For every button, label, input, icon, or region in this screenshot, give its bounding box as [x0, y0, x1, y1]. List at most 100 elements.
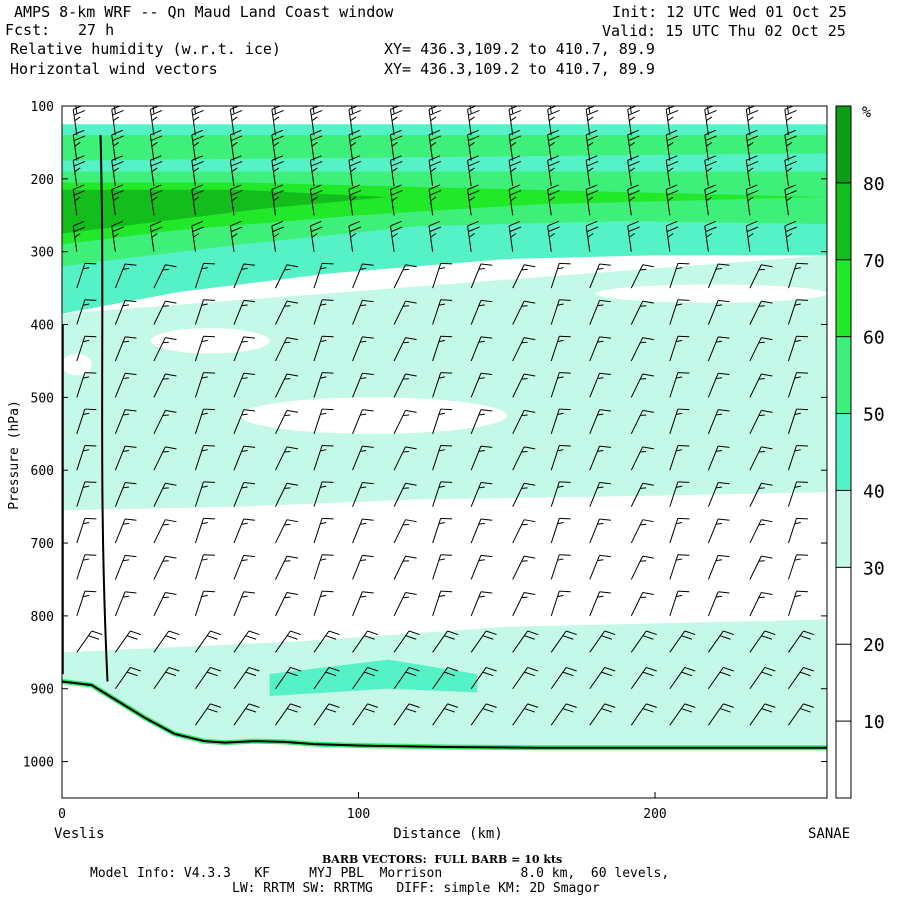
barb-feather — [112, 83, 123, 88]
wind-barb — [393, 300, 417, 325]
rh-fill-layer — [62, 124, 827, 748]
wind-barb — [787, 408, 808, 434]
barb-feather — [510, 89, 521, 94]
wind-barb — [784, 155, 797, 187]
wind-barb — [313, 262, 334, 289]
wind-barb — [229, 129, 243, 161]
barb-staff — [271, 134, 276, 161]
barb-feather — [73, 129, 85, 136]
barb-feather — [677, 299, 690, 301]
wind-barb — [512, 409, 536, 435]
barb-feather — [272, 160, 284, 167]
barb-feather — [88, 635, 100, 640]
wind-barb — [469, 106, 472, 114]
barb-staff — [470, 591, 482, 617]
barb-feather — [113, 167, 120, 173]
barb-staff — [233, 263, 245, 289]
barb-feather — [559, 372, 571, 374]
barb-feather — [430, 196, 437, 202]
barb-feather — [440, 444, 453, 447]
barb-staff — [275, 703, 291, 726]
barb-feather — [151, 116, 158, 122]
barb-feather — [290, 666, 302, 672]
barb-feather — [230, 220, 242, 227]
barb-staff — [470, 263, 482, 289]
barb-staff — [275, 410, 288, 435]
barb-staff — [195, 667, 211, 690]
barb-staff — [550, 518, 560, 544]
barb-staff — [352, 591, 363, 617]
barb-feather — [405, 635, 417, 640]
barb-feather — [273, 142, 280, 147]
wind-barb — [313, 372, 334, 398]
barb-feather — [796, 517, 808, 520]
wind-barb — [191, 184, 204, 216]
barb-feather — [557, 412, 564, 415]
barb-feather — [668, 95, 673, 99]
wind-barb — [428, 184, 442, 216]
barb-feather — [130, 666, 141, 672]
barb-feather — [162, 523, 169, 526]
barb-feather — [203, 481, 215, 483]
barb-staff — [76, 299, 86, 325]
wind-barb — [585, 220, 599, 252]
wind-barb — [153, 337, 177, 362]
barb-staff — [149, 109, 155, 136]
init-time: Init: 12 UTC Wed 01 Oct 25 — [612, 3, 847, 21]
barb-staff — [788, 630, 804, 653]
barb-feather — [243, 263, 256, 266]
barb-feather — [151, 167, 158, 173]
barb-feather — [715, 486, 723, 489]
wind-barb — [512, 519, 536, 544]
barb-feather — [666, 160, 679, 167]
wind-barb — [72, 220, 86, 252]
barb-staff — [428, 189, 434, 216]
barb-staff — [233, 482, 245, 507]
wind-barb — [194, 262, 215, 289]
wind-barb — [749, 300, 773, 325]
barb-feather — [723, 630, 734, 636]
barb-feather — [391, 110, 403, 116]
wind-barb — [194, 444, 215, 471]
wind-barb — [393, 703, 420, 726]
barb-staff — [588, 106, 591, 114]
barb-feather — [642, 300, 654, 304]
barb-feather — [125, 263, 137, 266]
barb-feather — [467, 129, 479, 136]
barb-feather — [667, 89, 678, 94]
barb-feather — [676, 449, 683, 452]
wind-barb — [271, 220, 284, 252]
wind-barb — [309, 129, 323, 161]
barb-feather — [248, 703, 260, 708]
wind-barb — [191, 220, 204, 252]
wind-barb — [233, 299, 256, 325]
barb-staff — [432, 667, 448, 690]
barb-staff — [745, 109, 751, 136]
barb-feather — [231, 89, 242, 94]
wind-barb — [630, 337, 654, 362]
barb-feather — [405, 337, 417, 341]
barb-staff — [72, 189, 78, 216]
barb-feather — [310, 83, 321, 88]
barb-staff — [432, 481, 442, 507]
wind-barb — [194, 408, 215, 434]
barb-feather — [162, 341, 169, 344]
barb-feather — [599, 372, 611, 376]
barb-feather — [747, 89, 758, 94]
wind-barb — [76, 335, 97, 362]
wind-barb — [550, 372, 571, 398]
barb-staff — [232, 106, 235, 114]
y-tick-label: 700 — [31, 537, 54, 552]
barb-staff — [393, 446, 406, 471]
barb-feather — [362, 554, 374, 558]
barb-feather — [794, 558, 801, 561]
barb-feather — [684, 703, 696, 708]
barb-feather — [640, 378, 647, 380]
wind-barb — [787, 554, 808, 580]
barb-staff — [512, 264, 525, 289]
barb-feather — [273, 89, 284, 94]
barb-feather — [245, 671, 257, 677]
barb-feather — [478, 267, 485, 270]
barb-feather — [706, 233, 713, 238]
